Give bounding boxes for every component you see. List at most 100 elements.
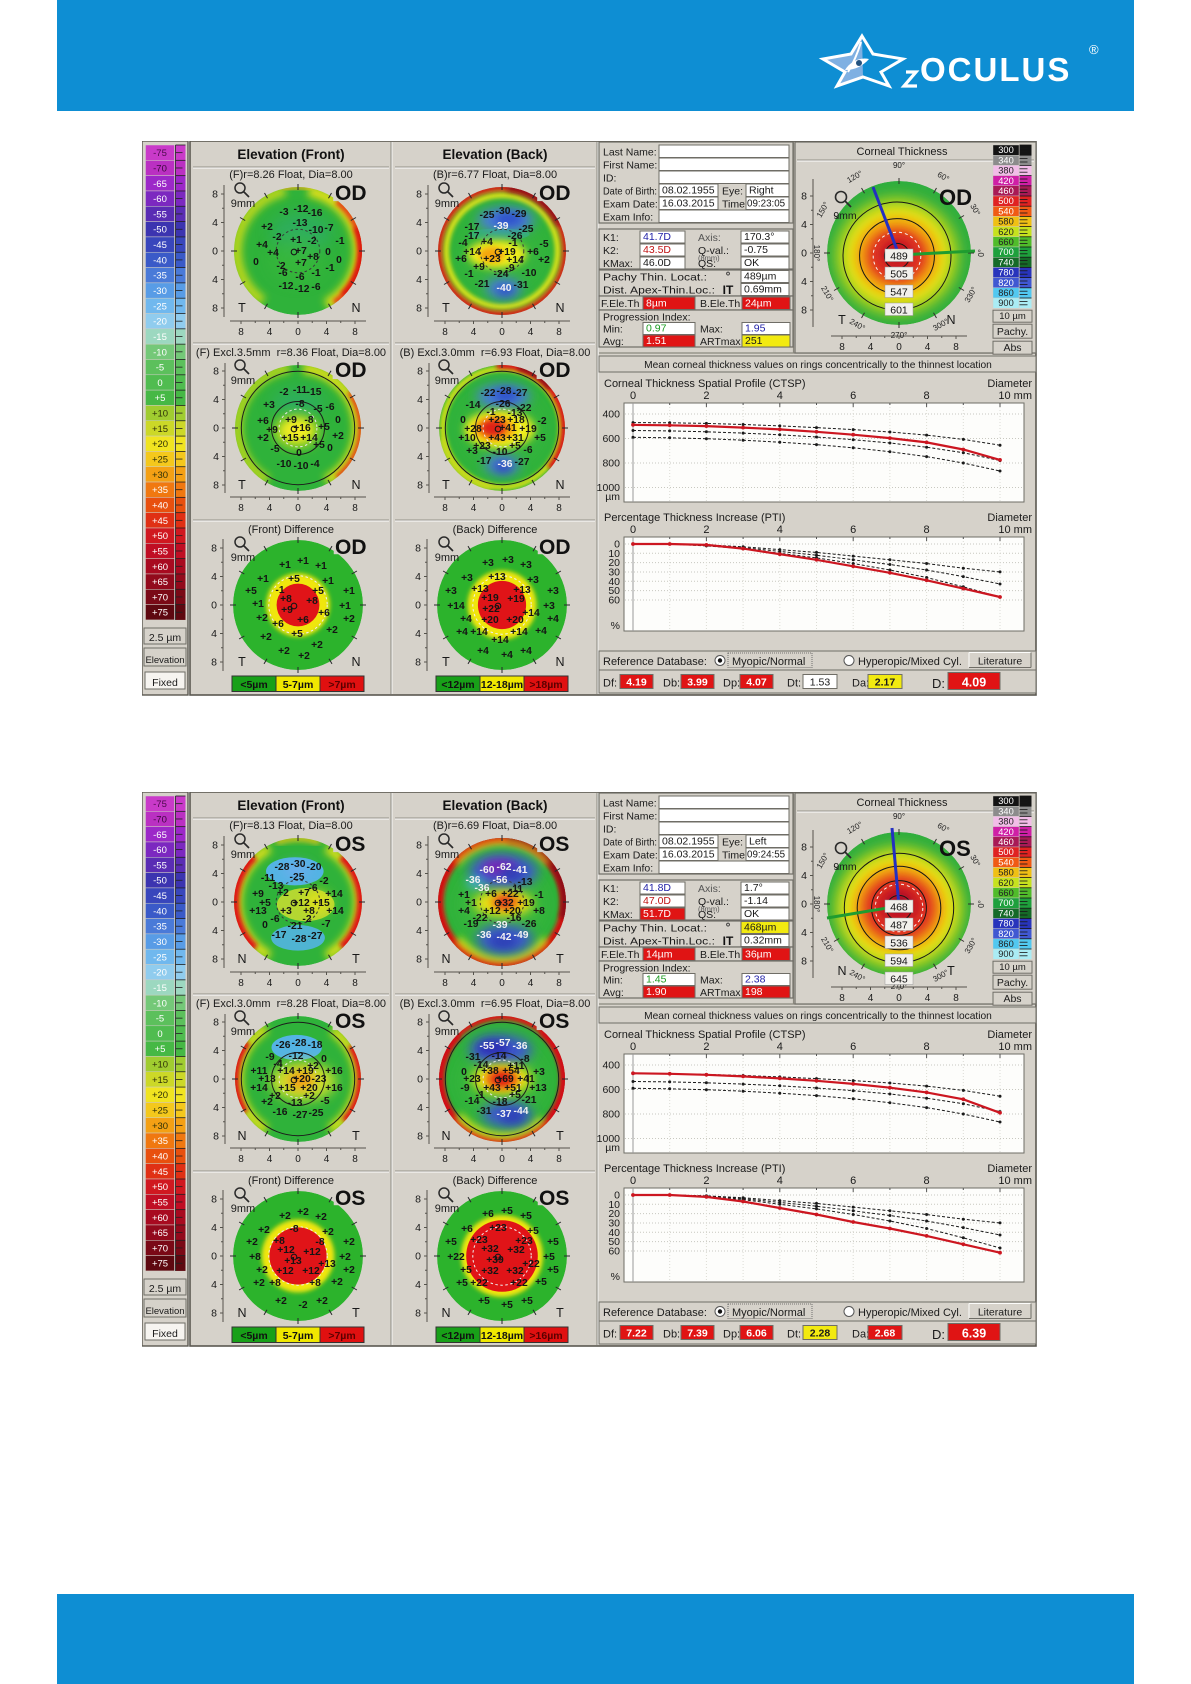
svg-text:420: 420 (998, 176, 1014, 186)
svg-text:4: 4 (801, 927, 807, 939)
svg-text:+19: +19 (507, 594, 525, 605)
svg-text:+9: +9 (473, 262, 485, 273)
svg-text:4: 4 (801, 870, 807, 882)
svg-text:8: 8 (924, 1041, 930, 1053)
svg-text:+4: +4 (256, 240, 268, 251)
svg-text:<5µm: <5µm (240, 679, 267, 691)
svg-text:-5: -5 (270, 444, 279, 455)
svg-text:10 µm: 10 µm (999, 962, 1026, 973)
svg-text:-13: -13 (518, 877, 533, 888)
svg-text:8: 8 (211, 657, 217, 669)
svg-text:+1: +1 (343, 586, 355, 597)
svg-text:0°: 0° (977, 249, 986, 257)
svg-text:-21: -21 (288, 921, 303, 932)
svg-text:+8: +8 (273, 1236, 285, 1247)
svg-text:+6: +6 (485, 889, 497, 900)
svg-text:T: T (556, 1129, 564, 1143)
svg-text:-1: -1 (311, 268, 320, 279)
svg-text:F.Ele.Th: F.Ele.Th (601, 298, 640, 310)
svg-text:4: 4 (212, 217, 218, 229)
svg-text:4: 4 (267, 978, 273, 989)
svg-text:8: 8 (417, 1017, 423, 1029)
svg-text:8: 8 (924, 390, 930, 402)
svg-text:-29: -29 (512, 209, 527, 220)
svg-text:0: 0 (417, 1074, 423, 1086)
svg-text:-44: -44 (514, 1106, 529, 1117)
svg-text:-10: -10 (277, 459, 292, 470)
svg-text:0: 0 (295, 1154, 301, 1165)
svg-text:Myopic/Normal: Myopic/Normal (732, 656, 805, 668)
svg-text:8: 8 (417, 480, 423, 492)
svg-text:Exam Date:: Exam Date: (603, 850, 658, 862)
svg-text:+16: +16 (325, 1066, 343, 1077)
svg-text:+4: +4 (267, 248, 279, 259)
svg-text:Max:: Max: (700, 975, 723, 987)
svg-text:400: 400 (602, 1060, 620, 1072)
svg-text:+19: +19 (481, 593, 499, 604)
svg-text:-15: -15 (153, 332, 167, 343)
svg-text:0: 0 (614, 539, 620, 551)
svg-text:Pachy Thin. Locat.:: Pachy Thin. Locat.: (603, 923, 707, 935)
svg-text:4: 4 (212, 925, 218, 937)
svg-text:B.Ele.Th: B.Ele.Th (700, 298, 740, 310)
svg-text:4: 4 (777, 1041, 783, 1053)
svg-text:4: 4 (777, 390, 783, 402)
svg-text:08.02.1955: 08.02.1955 (662, 185, 715, 197)
svg-text:Q-val.:: Q-val.: (698, 896, 729, 908)
svg-text:4: 4 (801, 276, 807, 288)
svg-text:4: 4 (777, 1175, 783, 1187)
svg-text:4: 4 (416, 868, 422, 880)
svg-text:16.03.2015: 16.03.2015 (662, 198, 715, 210)
svg-text:9mm: 9mm (231, 198, 255, 210)
svg-text:50: 50 (608, 585, 620, 597)
svg-text:-36: -36 (513, 1041, 528, 1052)
svg-text:+1: +1 (465, 898, 477, 909)
svg-text:-9: -9 (265, 1052, 274, 1063)
svg-text:600: 600 (602, 433, 620, 445)
svg-text:0: 0 (499, 503, 505, 514)
svg-text:-11: -11 (509, 884, 524, 895)
svg-text:>18µm: >18µm (529, 679, 562, 691)
svg-text:4: 4 (417, 451, 423, 463)
svg-text:09:23:05: 09:23:05 (747, 199, 786, 210)
svg-text:+14: +14 (463, 247, 481, 258)
svg-text:+2: +2 (275, 1296, 287, 1307)
svg-text:30: 30 (608, 1218, 620, 1230)
svg-text:180°: 180° (812, 245, 821, 262)
svg-text:+2: +2 (257, 433, 269, 444)
svg-text:-1: -1 (464, 269, 473, 280)
svg-text:9mm: 9mm (231, 552, 255, 564)
svg-text:1.53: 1.53 (810, 677, 831, 689)
svg-text:(F)r=8.13 Float, Dia=8.00: (F)r=8.13 Float, Dia=8.00 (229, 820, 353, 832)
svg-text:-6: -6 (311, 282, 320, 293)
svg-text:-8: -8 (304, 415, 313, 426)
svg-text:-2: -2 (279, 387, 288, 398)
svg-text:620: 620 (998, 227, 1014, 237)
svg-text:Corneal Thickness Spatial Prof: Corneal Thickness Spatial Profile (CTSP) (604, 1029, 806, 1041)
svg-text:0: 0 (417, 423, 423, 435)
svg-text:-31: -31 (514, 280, 529, 291)
svg-text:-60: -60 (480, 865, 495, 876)
svg-text:+60: +60 (152, 1213, 168, 1224)
svg-text:-37: -37 (497, 1109, 512, 1120)
svg-text:0: 0 (499, 978, 505, 989)
svg-text:4: 4 (213, 1102, 219, 1114)
svg-text:-26: -26 (508, 231, 523, 242)
svg-text:+5: +5 (547, 1265, 559, 1276)
svg-text:-41: -41 (513, 865, 528, 876)
svg-text:+3: +3 (280, 906, 292, 917)
svg-text:6: 6 (850, 524, 856, 536)
svg-text:+55: +55 (152, 546, 168, 557)
svg-text:8: 8 (416, 954, 422, 966)
svg-text:-26: -26 (496, 399, 511, 410)
svg-text:Elevation (Front): Elevation (Front) (237, 147, 344, 162)
svg-text:OD: OD (539, 182, 571, 205)
svg-text:2.5 µm: 2.5 µm (149, 1283, 182, 1295)
svg-text:-6: -6 (278, 268, 287, 279)
svg-text:+5: +5 (520, 1211, 532, 1222)
svg-text:+19: +19 (519, 424, 537, 435)
svg-text:+4: +4 (460, 614, 472, 625)
svg-text:+50: +50 (152, 531, 168, 542)
svg-text:+7: +7 (295, 258, 307, 269)
svg-text:8: 8 (415, 657, 421, 669)
